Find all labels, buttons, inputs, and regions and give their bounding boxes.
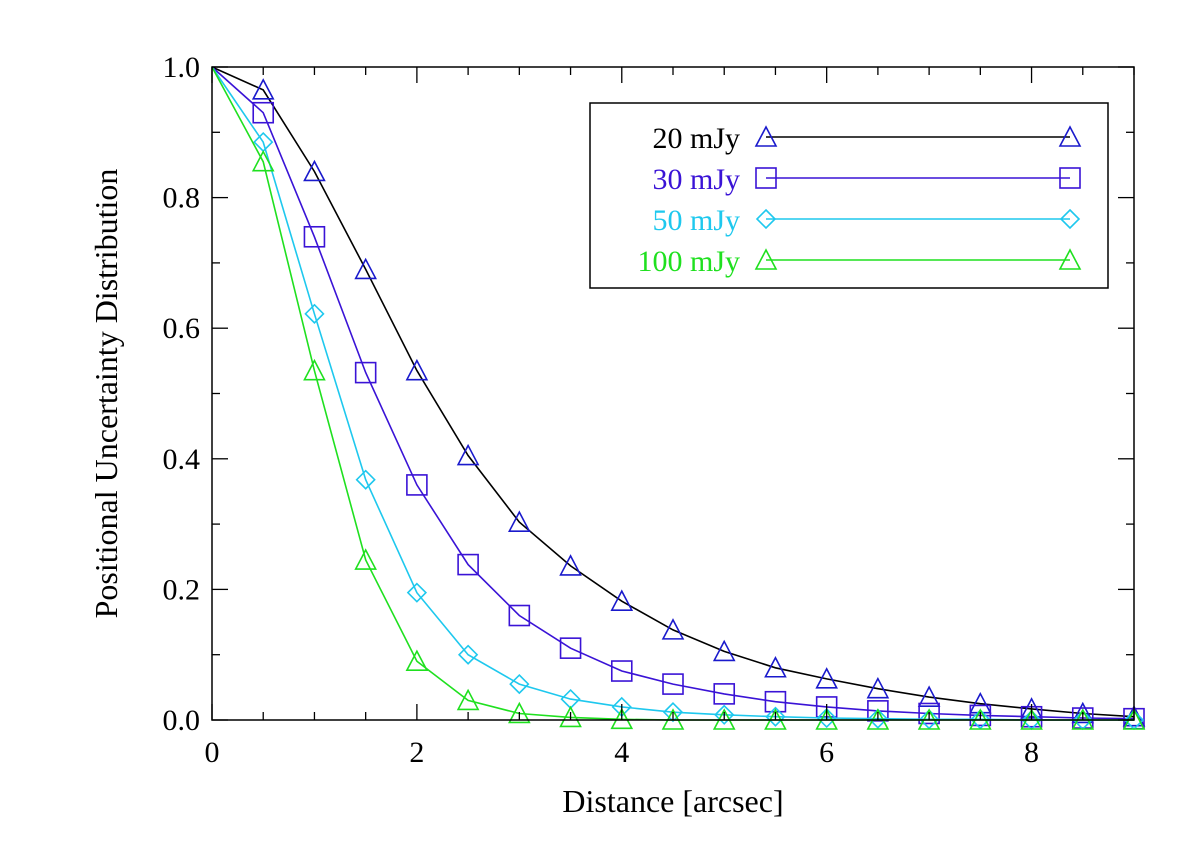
data-point — [303, 225, 326, 248]
data-point — [713, 683, 736, 705]
x-ticks: 0 2 4 6 8 — [205, 67, 1135, 769]
data-point — [712, 639, 736, 662]
data-point — [765, 706, 786, 727]
legend-marker — [754, 125, 778, 147]
axes-layer: 0 2 4 6 8 0.0 0.2 0.4 0.6 0.8 1.0 Distance [arcse… — [88, 51, 1135, 819]
data-point — [661, 618, 685, 640]
data-point — [559, 705, 582, 728]
data-point — [559, 554, 582, 576]
legend-label: 50 mJy — [652, 204, 740, 237]
series-line — [211, 66, 1135, 718]
data-point — [764, 656, 787, 678]
data-point — [969, 704, 992, 727]
legend-box — [589, 102, 1109, 289]
legend-marker — [1058, 125, 1082, 147]
legend-marker — [1059, 167, 1081, 189]
data-point — [509, 673, 530, 695]
data-point — [354, 361, 377, 384]
legend-entry: 30 mJy — [652, 163, 1081, 196]
series-0 — [211, 66, 1146, 727]
y-tick-label: 0.4 — [163, 443, 201, 476]
data-point — [251, 78, 275, 100]
legend-entries: 20 mJy 30 mJy 50 mJy 100 mJy — [637, 122, 1082, 278]
data-point — [662, 702, 684, 723]
legend-entry: 100 mJy — [637, 245, 1082, 278]
y-ticks: 0.0 0.2 0.4 0.6 0.8 1.0 — [163, 51, 1134, 737]
data-point — [406, 474, 428, 496]
data-point — [866, 676, 890, 699]
y-tick-label: 0.0 — [163, 704, 201, 737]
legend-entry: 20 mJy — [652, 122, 1082, 155]
y-tick-label: 1.0 — [163, 51, 201, 84]
data-point — [251, 149, 275, 172]
data-point — [303, 159, 326, 182]
data-point — [252, 101, 275, 124]
data-point — [456, 443, 480, 466]
y-tick-label: 0.6 — [163, 312, 201, 345]
y-tick-label: 0.8 — [163, 182, 201, 215]
data-point — [1071, 701, 1095, 724]
data-point — [405, 649, 429, 672]
data-point — [303, 358, 326, 381]
legend: 20 mJy 30 mJy 50 mJy 100 mJy — [589, 102, 1109, 289]
data-point — [405, 358, 429, 381]
legend-label: 100 mJy — [637, 245, 740, 278]
data-point — [354, 548, 377, 570]
x-tick-label: 8 — [1024, 736, 1039, 769]
data-point — [867, 700, 889, 722]
data-point — [304, 303, 325, 324]
data-point — [406, 582, 428, 603]
data-point — [815, 667, 838, 689]
data-point — [508, 510, 531, 532]
x-axis-title: Distance [arcsec] — [562, 783, 783, 819]
legend-marker — [755, 208, 777, 230]
legend-entry: 50 mJy — [652, 204, 1081, 237]
legend-label: 20 mJy — [652, 122, 740, 155]
data-point — [610, 707, 634, 730]
data-point — [662, 673, 684, 695]
data-point — [610, 660, 633, 682]
legend-marker — [1059, 208, 1081, 230]
data-point — [355, 469, 376, 490]
x-tick-label: 0 — [205, 736, 220, 769]
data-point — [867, 708, 889, 729]
data-point — [456, 688, 480, 711]
x-tick-label: 4 — [614, 736, 629, 769]
data-point — [457, 644, 479, 665]
legend-marker — [1058, 248, 1082, 270]
data-point — [610, 589, 634, 611]
data-point — [816, 707, 837, 729]
x-tick-label: 6 — [819, 736, 834, 769]
data-point — [508, 604, 531, 627]
data-point — [918, 702, 940, 725]
legend-marker — [754, 248, 778, 270]
data-point — [714, 704, 735, 725]
legend-label: 30 mJy — [652, 163, 740, 196]
data-point — [457, 553, 479, 576]
data-point — [354, 257, 377, 280]
data-point — [508, 701, 531, 724]
data-point — [559, 637, 582, 659]
y-tick-label: 0.2 — [163, 573, 201, 606]
legend-marker — [755, 167, 777, 189]
y-axis-title: Positional Uncertainty Distribution — [88, 169, 124, 619]
data-point — [917, 685, 941, 707]
x-tick-label: 2 — [409, 736, 424, 769]
